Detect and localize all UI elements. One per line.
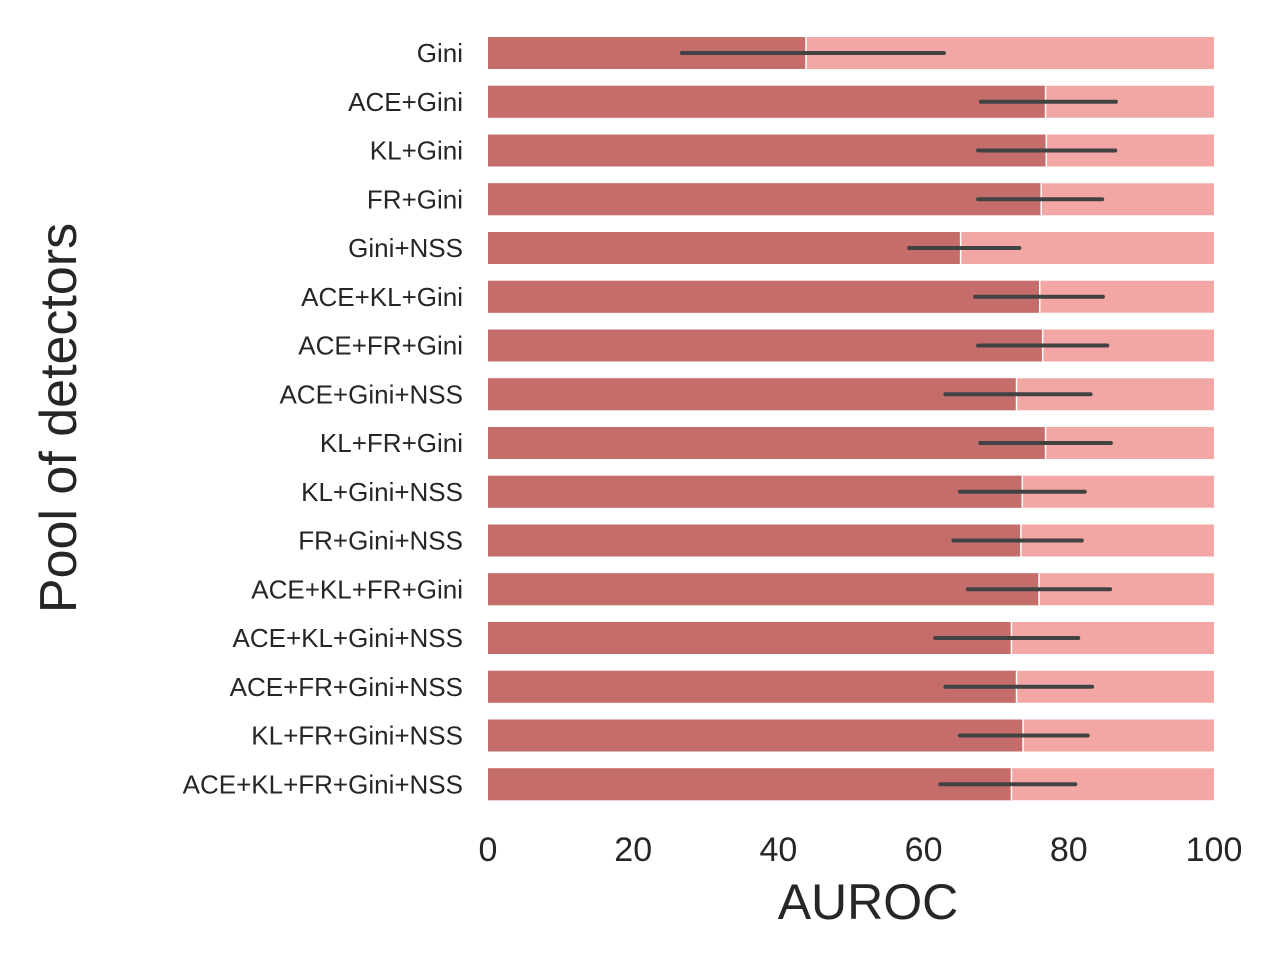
y-tick-label: ACE+KL+Gini+NSS xyxy=(232,623,463,653)
value-bar xyxy=(488,768,1012,801)
y-tick-label: ACE+KL+Gini xyxy=(301,282,463,312)
value-bar xyxy=(488,329,1043,362)
value-bar xyxy=(488,378,1017,411)
y-tick-label: FR+Gini+NSS xyxy=(298,526,463,556)
value-bar xyxy=(488,622,1012,654)
value-bar xyxy=(488,183,1042,216)
value-bar xyxy=(488,524,1021,557)
x-tick-label: 80 xyxy=(1050,831,1088,869)
x-tick-label: 100 xyxy=(1186,831,1243,869)
x-tick-label: 0 xyxy=(479,831,498,869)
y-tick-label: FR+Gini xyxy=(367,184,463,214)
y-tick-label: ACE+KL+FR+Gini xyxy=(251,574,463,604)
value-bar xyxy=(488,427,1046,459)
value-bar xyxy=(488,719,1024,752)
x-tick-label: 60 xyxy=(905,831,943,869)
x-tick-labels: 0 20 40 60 80 100 xyxy=(479,831,1243,869)
y-tick-label: KL+FR+Gini+NSS xyxy=(251,721,463,751)
value-bar xyxy=(488,85,1046,118)
value-bar xyxy=(488,134,1047,167)
value-bar xyxy=(488,232,961,264)
value-bar xyxy=(488,475,1023,508)
y-tick-label: Gini+NSS xyxy=(348,233,463,263)
y-tick-label: KL+Gini+NSS xyxy=(301,477,463,507)
value-bar xyxy=(488,573,1040,606)
y-tick-label: KL+Gini xyxy=(370,136,463,166)
value-bar xyxy=(488,670,1017,703)
y-axis-label: Pool of detectors xyxy=(30,223,88,613)
x-tick-label: 40 xyxy=(759,831,797,869)
error-bars xyxy=(679,51,1118,787)
y-tick-label: ACE+FR+Gini+NSS xyxy=(230,672,463,702)
x-axis-label: AUROC xyxy=(778,874,959,930)
y-tick-label: Gini xyxy=(417,38,463,68)
y-tick-label: ACE+KL+FR+Gini+NSS xyxy=(183,769,463,799)
x-tick-label: 20 xyxy=(614,831,652,869)
y-tick-label: ACE+Gini+NSS xyxy=(279,379,463,409)
y-tick-label: ACE+FR+Gini xyxy=(298,331,463,361)
value-bar xyxy=(488,280,1040,313)
y-tick-labels: Gini ACE+Gini KL+Gini FR+Gini Gini+NSS ACE+KL… xyxy=(183,38,463,799)
y-tick-label: ACE+Gini xyxy=(348,87,463,117)
y-tick-label: KL+FR+Gini xyxy=(320,428,463,458)
